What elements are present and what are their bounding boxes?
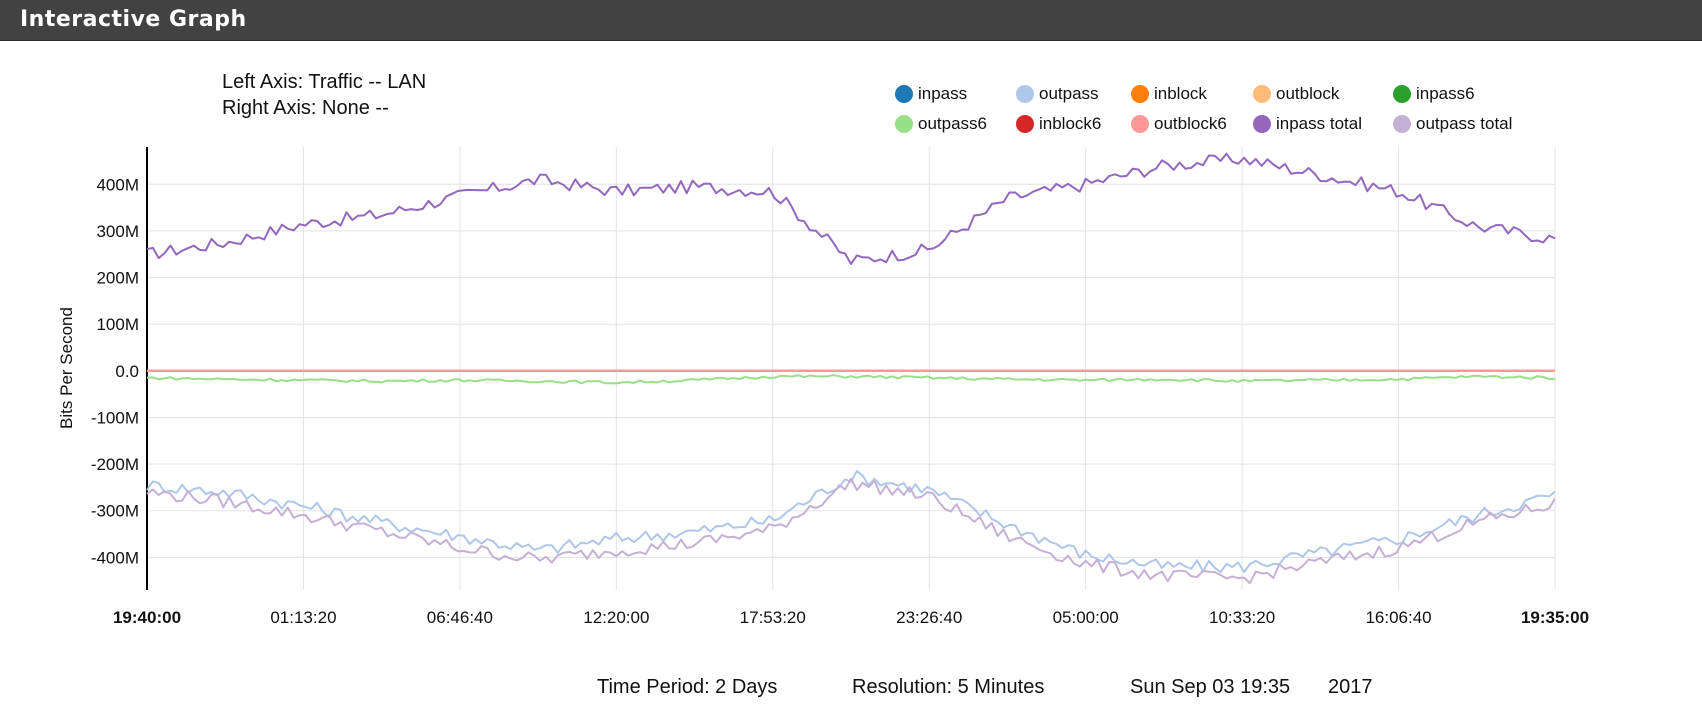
y-tick-label: 0.0 xyxy=(115,362,139,381)
legend-label: outpass6 xyxy=(918,114,987,133)
axis-info: Left Axis: Traffic -- LAN Right Axis: No… xyxy=(222,69,426,121)
series-line-outpass6 xyxy=(146,374,1556,385)
legend-label: outblock6 xyxy=(1154,114,1227,133)
x-tick-label: 17:53:20 xyxy=(740,608,806,627)
legend-dot-icon xyxy=(1016,115,1034,133)
x-tick-label: 19:35:00 xyxy=(1521,608,1589,627)
legend-item-inpass[interactable]: inpass xyxy=(895,83,967,105)
x-tick-label: 05:00:00 xyxy=(1053,608,1119,627)
legend-item-inblock[interactable]: inblock xyxy=(1131,83,1207,105)
legend-item-outblock6[interactable]: outblock6 xyxy=(1131,113,1227,135)
legend-label: outpass total xyxy=(1416,114,1513,133)
series-line-outpass-total xyxy=(146,477,1556,585)
legend-item-inpass-total[interactable]: inpass total xyxy=(1253,113,1362,135)
y-tick-label: 200M xyxy=(96,269,139,288)
legend-item-outpass-total[interactable]: outpass total xyxy=(1393,113,1512,135)
legend-dot-icon xyxy=(1016,85,1034,103)
legend-label: inpass total xyxy=(1276,114,1362,133)
page-header: Interactive Graph xyxy=(0,0,1702,41)
legend-label: outpass xyxy=(1039,84,1099,103)
legend-dot-icon xyxy=(895,85,913,103)
legend-dot-icon xyxy=(1253,85,1271,103)
series-line-outpass xyxy=(146,470,1556,574)
y-tick-label: -300M xyxy=(91,502,139,521)
y-tick-label: -100M xyxy=(91,408,139,427)
x-tick-label: 10:33:20 xyxy=(1209,608,1275,627)
right-axis-info: Right Axis: None -- xyxy=(222,97,389,119)
legend-dot-icon xyxy=(1131,115,1149,133)
legend-label: inblock xyxy=(1154,84,1207,103)
legend-dot-icon xyxy=(1253,115,1271,133)
x-tick-label: 23:26:40 xyxy=(896,608,962,627)
traffic-chart: 400M 300M 200M 100M 0.0 -100M -200M -300M -400M 1… xyxy=(57,147,1589,627)
legend-label: inblock6 xyxy=(1039,114,1102,133)
y-tick-label: -200M xyxy=(91,455,139,474)
resolution-label: Resolution: 5 Minutes xyxy=(852,676,1045,698)
legend-item-outpass[interactable]: outpass xyxy=(1016,83,1099,105)
series-line-inpass-total xyxy=(146,152,1556,265)
legend-dot-icon xyxy=(1131,85,1149,103)
legend-dot-icon xyxy=(1393,85,1411,103)
y-tick-label: 400M xyxy=(96,175,139,194)
legend-item-inpass6[interactable]: inpass6 xyxy=(1393,83,1475,105)
legend-dot-icon xyxy=(1393,115,1411,133)
left-axis-info: Left Axis: Traffic -- LAN xyxy=(222,71,427,93)
x-tick-label: 19:40:00 xyxy=(113,608,181,627)
y-axis-title: Bits Per Second xyxy=(57,307,76,429)
x-tick-label: 06:46:40 xyxy=(427,608,493,627)
current-year-label: 2017 xyxy=(1328,676,1373,698)
legend-label: outblock xyxy=(1276,84,1340,103)
page-title: Interactive Graph xyxy=(20,7,247,32)
legend-item-outpass6[interactable]: outpass6 xyxy=(895,113,987,135)
legend-label: inpass6 xyxy=(1416,84,1475,103)
y-tick-label: -400M xyxy=(91,548,139,567)
legend-dot-icon xyxy=(895,115,913,133)
x-tick-label: 01:13:20 xyxy=(270,608,336,627)
y-tick-label: 100M xyxy=(96,315,139,334)
legend-item-outblock[interactable]: outblock xyxy=(1253,83,1339,105)
y-tick-label: 300M xyxy=(96,222,139,241)
x-tick-label: 12:20:00 xyxy=(583,608,649,627)
current-date-label: Sun Sep 03 19:35 xyxy=(1130,676,1291,698)
x-tick-label: 16:06:40 xyxy=(1365,608,1431,627)
legend-item-inblock6[interactable]: inblock6 xyxy=(1016,113,1101,135)
legend-label: inpass xyxy=(918,84,968,103)
time-period-label: Time Period: 2 Days xyxy=(597,676,778,698)
